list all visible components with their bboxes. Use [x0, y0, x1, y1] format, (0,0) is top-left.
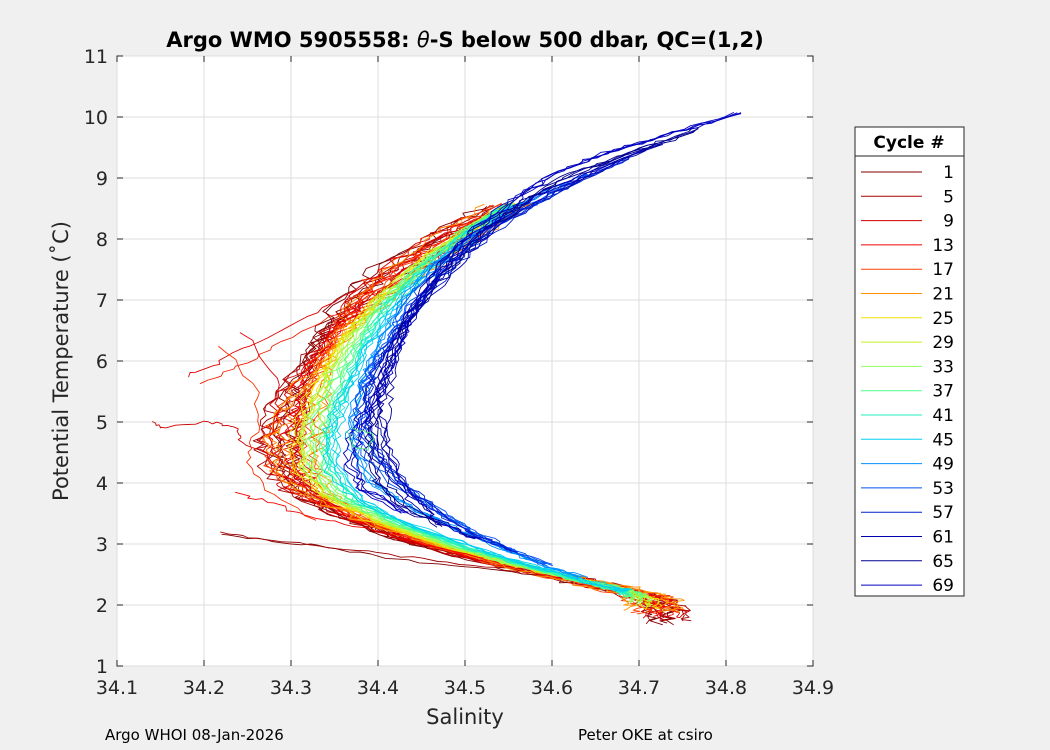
chart-title: Argo WMO 5905558: θ-S below 500 dbar, QC… [166, 28, 763, 52]
theta-s-curves [151, 111, 742, 626]
legend-entry: 29 [932, 333, 954, 353]
legend: Cycle # 1 5 9 13 17 21 25 29 33 37 41 45 49 53 57 61 65 6… [854, 126, 965, 597]
y-tick-label: 6 [96, 351, 108, 373]
axes [116, 55, 814, 667]
legend-entry: 61 [932, 528, 954, 548]
profile-cycle-57 [357, 157, 630, 553]
y-tick-label: 1 [96, 656, 108, 678]
y-tick-label: 5 [96, 412, 108, 434]
profile-outlier [199, 282, 393, 385]
y-tick-label: 4 [96, 473, 108, 495]
profile-cycle-57 [362, 159, 627, 554]
legend-entry: 33 [932, 357, 954, 377]
legend-entry: 5 [943, 187, 954, 207]
legend-entry: 49 [932, 455, 954, 475]
profile-cycle-13 [265, 204, 683, 618]
y-tick-label: 10 [84, 107, 108, 129]
legend-entry: 69 [932, 576, 954, 596]
x-tick-label: 34.8 [705, 677, 747, 699]
legend-entry: 57 [932, 503, 954, 523]
profile-cycle-69 [342, 112, 738, 514]
profile-outlier [151, 420, 265, 452]
legend-entry: 13 [932, 236, 954, 256]
y-tick-label: 2 [96, 595, 108, 617]
y-tick-label: 3 [96, 534, 108, 556]
x-tick-label: 34.9 [792, 677, 834, 699]
legend-entry: 25 [932, 309, 954, 329]
x-tick-label: 34.5 [444, 677, 486, 699]
x-tick-labels: 34.1 34.2 34.3 34.4 34.5 34.6 34.7 34.8 34.9 [96, 677, 834, 699]
y-tick-labels: 1 2 3 4 5 6 7 8 9 10 11 [84, 46, 108, 678]
legend-entry: 37 [932, 382, 954, 402]
legend-entry: 65 [932, 552, 954, 572]
profile-outlier [239, 332, 339, 508]
profile-cycle-49 [348, 187, 579, 580]
legend-items: 1 5 9 13 17 21 25 29 33 37 41 45 49 53 57 61 65 69 [861, 163, 954, 596]
footer-left: Argo WHOI 08-Jan-2026 [105, 726, 284, 744]
profile-cycle-53 [352, 173, 593, 565]
footer-right: Peter OKE at csiro [578, 726, 713, 744]
profile-cycle-61 [378, 143, 664, 539]
profile-cycle-61 [373, 142, 658, 539]
x-tick-label: 34.6 [531, 677, 573, 699]
legend-entry: 21 [932, 285, 954, 305]
profile-outlier [188, 275, 381, 378]
profile-cycle-21 [265, 202, 680, 613]
legend-entry: 41 [932, 406, 954, 426]
y-tick-label: 11 [84, 46, 108, 68]
profile-cycle-17 [308, 204, 644, 614]
profile-cycle-45 [322, 201, 632, 592]
x-tick-label: 34.7 [618, 677, 660, 699]
y-tick-label: 9 [96, 168, 108, 190]
legend-box [854, 126, 965, 597]
y-tick-label: 8 [96, 229, 108, 251]
profile-outlier [218, 345, 317, 521]
profile-cycle-69 [344, 111, 734, 514]
legend-entry: 17 [932, 260, 954, 280]
x-tick-label: 34.4 [357, 677, 399, 699]
profile-outlier [235, 491, 488, 562]
profile-outlier [220, 531, 519, 573]
legend-title: Cycle # [873, 133, 944, 153]
x-tick-label: 34.3 [270, 677, 312, 699]
legend-entry: 1 [943, 163, 954, 183]
profile-cycle-45 [334, 201, 622, 592]
curve-group [151, 111, 742, 626]
legend-entry: 45 [932, 430, 954, 450]
y-axis-label: Potential Temperature (˚C) [49, 221, 73, 501]
profile-cycle-61 [365, 144, 663, 540]
profile-cycle-65 [380, 127, 699, 526]
x-tick-label: 34.1 [96, 677, 138, 699]
x-tick-label: 34.2 [183, 677, 225, 699]
profile-cycle-69 [352, 113, 742, 513]
x-axis-label: Salinity [426, 705, 504, 729]
legend-entry: 53 [932, 479, 954, 499]
y-tick-label: 7 [96, 290, 108, 312]
legend-entry: 9 [943, 212, 954, 232]
profile-cycle-21 [311, 203, 638, 611]
profile-outlier [345, 427, 375, 451]
